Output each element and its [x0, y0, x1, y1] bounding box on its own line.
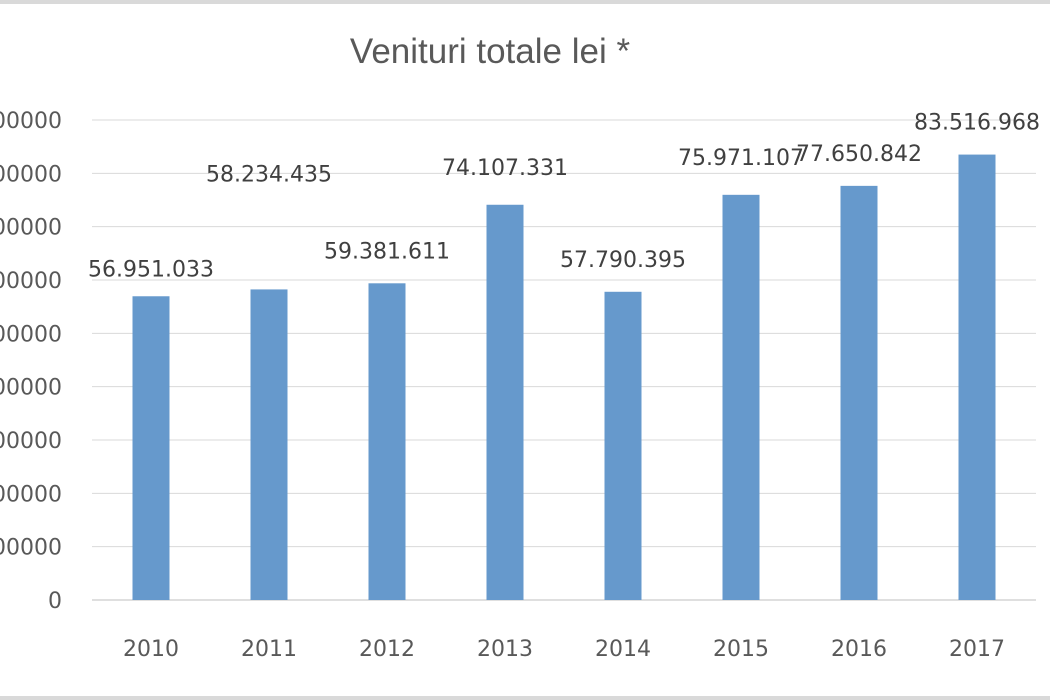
data-label-2014: 57.790.395 — [560, 248, 686, 273]
bar-2015 — [722, 194, 760, 601]
bar-2014 — [604, 291, 642, 600]
bar-2017 — [958, 154, 996, 600]
x-tick-label-2014: 2014 — [595, 637, 651, 662]
data-label-2017: 83.516.968 — [914, 111, 1040, 136]
chart-title: Venituri totale lei * — [349, 32, 631, 71]
bar-2011 — [250, 289, 288, 600]
data-label-2012: 59.381.611 — [324, 239, 450, 264]
x-tick-label-2015: 2015 — [713, 637, 769, 662]
x-tick-label-2010: 2010 — [123, 637, 179, 662]
bar-2016 — [840, 185, 878, 600]
x-tick-label-2012: 2012 — [359, 637, 415, 662]
x-tick-label-2016: 2016 — [831, 637, 887, 662]
x-tick-label-2013: 2013 — [477, 637, 533, 662]
y-tick-label: 0 — [48, 589, 62, 614]
x-tick-label-2017: 2017 — [949, 637, 1005, 662]
x-tick-label-2011: 2011 — [241, 637, 297, 662]
data-label-2010: 56.951.033 — [88, 257, 214, 282]
data-label-2013: 74.107.331 — [442, 156, 568, 181]
bar-2012 — [368, 283, 406, 600]
data-label-2015: 75.971.107 — [678, 146, 804, 171]
bar-2013 — [486, 204, 524, 600]
data-label-2016: 77.650.842 — [796, 142, 922, 167]
bar-2010 — [132, 296, 170, 600]
data-label-2011: 58.234.435 — [206, 162, 332, 187]
